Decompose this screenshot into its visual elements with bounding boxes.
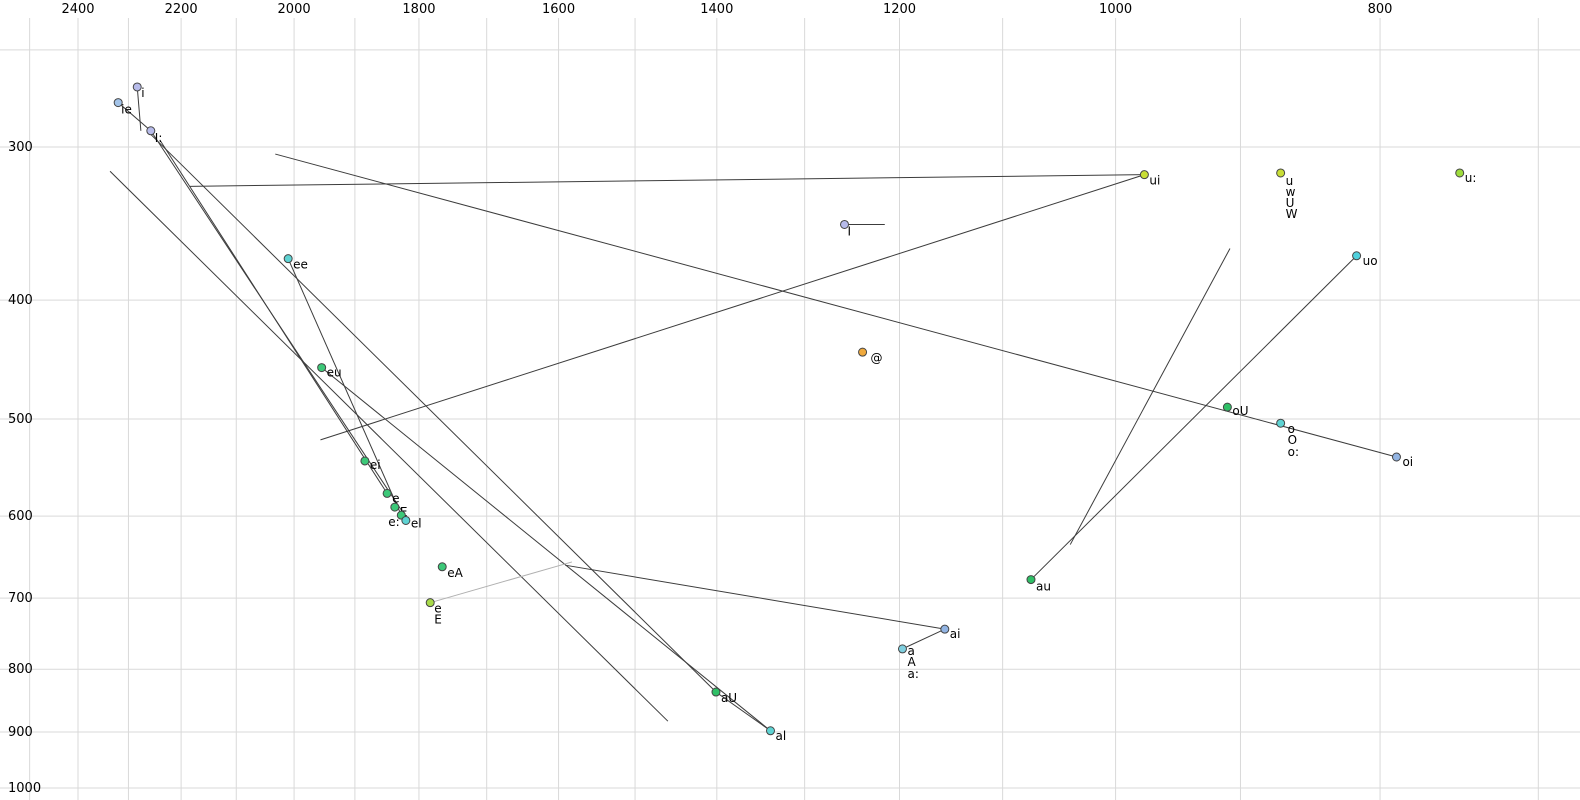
y-axis-tick-label: 300 — [8, 140, 33, 155]
point-label: o: — [1288, 445, 1299, 459]
point-label: a — [907, 644, 914, 658]
data-point-I: — [146, 126, 156, 136]
point-label: I: — [155, 131, 163, 145]
x-axis-tick-label: 2000 — [278, 2, 311, 17]
point-label: aU — [721, 691, 737, 705]
data-point-E — [390, 502, 400, 512]
trajectory-line — [1030, 255, 1357, 580]
trajectory-line — [109, 170, 669, 722]
data-point-u — [1276, 168, 1286, 178]
data-point-oi — [1391, 452, 1401, 462]
point-label: oU — [1232, 404, 1248, 418]
x-axis-tick-label: 1600 — [542, 2, 575, 17]
trajectory-line — [321, 367, 771, 732]
trajectory-line — [150, 134, 717, 693]
data-point-e — [425, 598, 435, 608]
data-point-i — [132, 82, 142, 92]
data-point-@ — [858, 347, 868, 357]
data-point-eu — [317, 363, 327, 373]
point-label: e: — [388, 515, 399, 529]
trajectory-line — [117, 102, 152, 132]
data-point-au — [1026, 575, 1036, 585]
point-label: w — [1286, 185, 1296, 199]
point-label: u: — [1465, 171, 1477, 185]
point-label: eu — [327, 366, 342, 380]
data-point-ee — [283, 254, 293, 264]
point-label: ui — [1149, 174, 1160, 188]
y-axis-tick-label: 900 — [8, 725, 33, 740]
trajectory-line — [136, 86, 142, 131]
point-label: U — [1286, 196, 1295, 210]
data-point-ei — [360, 456, 370, 466]
trajectory-line — [189, 174, 1145, 187]
data-point-e — [382, 488, 392, 498]
x-axis-tick-label: 2400 — [61, 2, 94, 17]
x-axis-tick-label: 1400 — [700, 2, 733, 17]
point-label: ie — [121, 103, 132, 117]
data-point-u: — [1455, 168, 1465, 178]
trajectory-line — [430, 561, 573, 604]
point-label: i — [141, 86, 144, 100]
point-label: O — [1288, 433, 1297, 447]
trajectory-line — [275, 153, 1397, 458]
x-axis-tick-label: 1000 — [1099, 2, 1132, 17]
trajectory-line — [715, 691, 771, 732]
point-label: o — [1288, 422, 1295, 436]
point-label: E — [434, 613, 442, 627]
data-point-oU — [1222, 402, 1232, 412]
point-label: @ — [871, 351, 883, 365]
point-label: ei — [370, 458, 381, 472]
point-label: oi — [1402, 455, 1413, 469]
point-label: eA — [447, 566, 463, 580]
data-point-el — [401, 515, 411, 525]
trajectory-line — [1069, 248, 1231, 545]
data-point-ui — [1139, 170, 1149, 180]
y-axis-tick-label: 400 — [8, 293, 33, 308]
point-label: I — [848, 224, 852, 238]
point-label: al — [775, 729, 786, 743]
point-label: e — [434, 602, 441, 616]
data-point-I — [840, 219, 850, 229]
point-label: e — [392, 491, 399, 505]
point-label: au — [1036, 580, 1051, 594]
data-point-al — [765, 726, 775, 736]
y-axis-tick-label: 1000 — [8, 781, 41, 796]
point-label: ai — [950, 627, 961, 641]
trajectory-line — [902, 628, 946, 650]
trajectory-line — [565, 564, 945, 630]
point-label: A — [907, 655, 916, 669]
trajectory-line — [287, 258, 402, 516]
data-point-ie — [113, 98, 123, 108]
point-label: a: — [907, 667, 918, 681]
data-point-aU — [711, 687, 721, 697]
y-axis-tick-label: 500 — [8, 412, 33, 427]
point-label: el — [411, 516, 422, 530]
point-label: ee — [293, 258, 308, 272]
data-point-ai — [940, 624, 950, 634]
point-label: uo — [1363, 254, 1378, 268]
trajectory-line — [159, 139, 388, 494]
x-axis-tick-label: 1200 — [883, 2, 916, 17]
trajectory-line — [320, 174, 1145, 441]
point-label: W — [1286, 207, 1298, 221]
y-axis-tick-label: 700 — [8, 591, 33, 606]
y-axis-tick-label: 800 — [8, 662, 33, 677]
data-point-eA — [437, 562, 447, 572]
data-point-uo — [1352, 251, 1362, 261]
x-axis-tick-label: 2200 — [165, 2, 198, 17]
x-axis-tick-label: 1800 — [402, 2, 435, 17]
x-axis-tick-label: 800 — [1368, 2, 1393, 17]
y-axis-tick-label: 600 — [8, 509, 33, 524]
data-point-a — [897, 644, 907, 654]
point-label: u — [1286, 174, 1294, 188]
data-point-o — [1276, 418, 1286, 428]
